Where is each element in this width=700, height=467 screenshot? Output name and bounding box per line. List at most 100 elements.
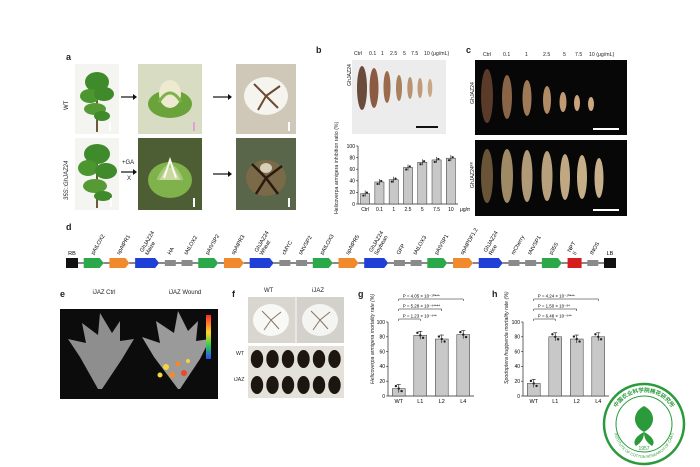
b-conc-1: 0.1 xyxy=(369,51,377,57)
b-xtick-label: 2.5 xyxy=(405,207,412,213)
construct-element xyxy=(410,260,422,266)
b-conc-0: Ctrl xyxy=(354,51,363,57)
b-conc-6: 10 (μg/mL) xyxy=(424,51,450,57)
construct-label: NPTII xyxy=(567,240,583,256)
panel-label-g: g xyxy=(358,289,364,299)
h-point xyxy=(554,335,557,338)
f-seed-wt-label: WT xyxy=(236,351,245,357)
panel-label-b: b xyxy=(316,45,322,55)
b-xtick-label: 7.5 xyxy=(433,207,440,213)
seed xyxy=(297,376,310,394)
construct-label: RB xyxy=(68,251,76,257)
panel-label-f: f xyxy=(232,289,235,299)
svg-text:中国农业科学院棉花研究所: 中国农业科学院棉花研究所 xyxy=(611,386,676,409)
b-point xyxy=(394,177,397,180)
transgenic-plant-photo xyxy=(75,138,119,210)
h-xtick-label: WT xyxy=(529,399,538,405)
b-point xyxy=(433,160,436,164)
c-larvae-bottom-photo xyxy=(475,140,627,216)
row-label-wt: WT xyxy=(64,100,70,110)
construct-element xyxy=(83,258,104,268)
construct-element xyxy=(541,258,562,268)
h-ytick-label: 60 xyxy=(514,349,520,355)
arrow-ga xyxy=(121,169,137,175)
f-label-wt: WT xyxy=(264,288,274,294)
b-conc-5: 7.5 xyxy=(411,51,419,57)
chart-b: 0 20 40 60 80 100 Ctrl 0.1 1 2.5 5 7.5 10 μg/mL xyxy=(347,144,470,213)
seed xyxy=(250,376,264,394)
construct-label: spAtPR3 xyxy=(230,234,246,256)
construct-element xyxy=(66,258,78,268)
seed xyxy=(312,350,326,368)
h-sig-label: P = 1.50 × 10⁻⁸* xyxy=(538,304,570,309)
c-larvae-top-photo xyxy=(475,60,627,135)
seed xyxy=(281,376,295,394)
h-sig-label: P = 6.48 × 10⁻⁹** xyxy=(538,314,572,319)
b-ytick-label: 40 xyxy=(349,179,355,185)
b-point xyxy=(380,179,383,183)
b-conc-3: 2.5 xyxy=(390,51,398,57)
construct-element xyxy=(109,258,130,268)
g-ytick-label: 40 xyxy=(379,364,385,370)
g-ytick-label: 80 xyxy=(379,335,385,341)
b-xtick-label: 0.1 xyxy=(376,207,383,213)
h-ylabel: Spodoptera frugiperda mortality rate (%) xyxy=(504,291,510,384)
construct-element xyxy=(604,258,616,268)
e-label-ctrl-text: iJAZ Ctrl xyxy=(92,290,116,296)
construct-label: tAtVSP2 xyxy=(298,235,314,256)
b-photo-label: GhJAZ24 xyxy=(347,64,353,86)
construct-label: pAtLOX2 xyxy=(90,234,106,256)
construct-element xyxy=(223,258,244,268)
c-conc-3: 2.5 xyxy=(543,52,551,58)
g-sig-label: P = 4.05 × 10⁻¹⁰*** xyxy=(403,294,440,299)
b-xlabel: μg/mL xyxy=(460,207,470,213)
construct-element xyxy=(338,258,359,268)
arrow-bottom-2 xyxy=(213,171,232,177)
g-xtick-label: L1 xyxy=(417,399,423,405)
construct-element xyxy=(198,258,219,268)
h-point xyxy=(556,338,560,341)
seal-year: 1957 xyxy=(638,446,649,452)
construct-label: spAtPR1 xyxy=(116,234,132,256)
panel-label-e: e xyxy=(60,289,66,299)
construct-element xyxy=(296,260,308,266)
b-point xyxy=(419,163,422,166)
b-bar xyxy=(403,167,413,205)
b-ytick-label: 80 xyxy=(349,155,355,161)
arrow-top-2 xyxy=(213,94,232,100)
b-ytick-label: 60 xyxy=(349,167,355,173)
h-point xyxy=(597,335,600,338)
h-point xyxy=(529,379,533,383)
construct-element xyxy=(478,258,503,268)
h-point xyxy=(575,337,578,341)
b-ytick-label: 100 xyxy=(347,144,356,150)
f-boll-photos xyxy=(248,297,344,343)
construct-map: RB pAtLOX2 spAtPR1 GhJAZ24Maize HA tAtLOX2 pAt… xyxy=(66,228,616,268)
g-point xyxy=(416,331,419,335)
seed xyxy=(312,376,326,394)
b-point xyxy=(405,168,408,171)
g-point xyxy=(459,330,462,334)
f-label-ijaz: iJAZ xyxy=(312,288,324,294)
construct-label: tAtLOX2 xyxy=(184,235,200,256)
b-point xyxy=(451,156,454,159)
transgenic-boll-ga-photo xyxy=(138,138,202,210)
construct-element xyxy=(181,260,193,266)
seed xyxy=(266,350,279,368)
c-conc-6: 10 (μg/mL) xyxy=(589,52,615,58)
h-point xyxy=(599,338,603,341)
arrow-top-1 xyxy=(121,94,137,100)
g-point xyxy=(400,389,403,393)
b-xtick-label: 10 xyxy=(448,207,454,213)
h-ytick-label: 100 xyxy=(512,320,521,326)
h-ytick-label: 80 xyxy=(514,335,520,341)
b-conc-4: 5 xyxy=(403,51,406,57)
h-point xyxy=(578,340,581,343)
construct-label: pAtVSP2 xyxy=(205,234,221,256)
construct-label: tNOS xyxy=(589,241,601,256)
construct-element xyxy=(393,260,405,266)
b-ytick-label: 0 xyxy=(352,202,355,208)
b-bar xyxy=(388,179,399,205)
g-point xyxy=(443,340,446,343)
construct-label: LB xyxy=(607,251,614,257)
